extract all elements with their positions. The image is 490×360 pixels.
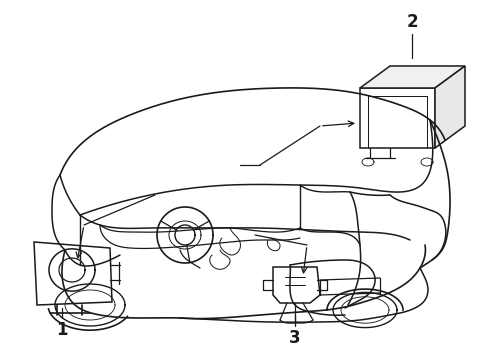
Polygon shape — [34, 242, 112, 305]
Polygon shape — [273, 267, 320, 303]
Polygon shape — [435, 66, 465, 148]
Text: 2: 2 — [406, 13, 418, 31]
Polygon shape — [360, 66, 465, 88]
Text: 1: 1 — [56, 321, 68, 339]
Text: 3: 3 — [289, 329, 301, 347]
Polygon shape — [360, 88, 435, 148]
